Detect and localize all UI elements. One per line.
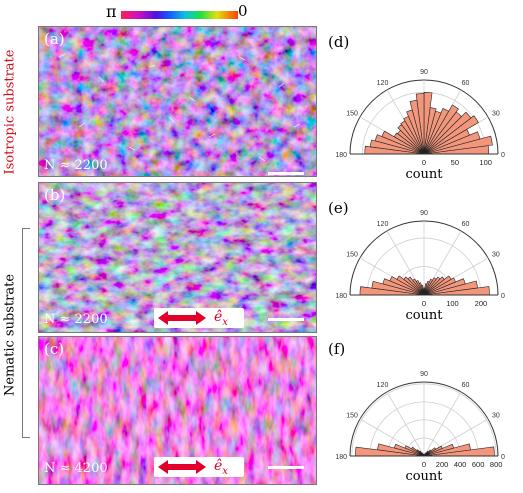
panel-b-scalebar: [268, 318, 304, 321]
panel-c-n-label: N ≈ 4200: [44, 461, 108, 476]
rose-bar: [423, 104, 459, 155]
panel-b-label: (b): [44, 186, 66, 204]
rose-bar: [423, 108, 450, 155]
angle-tick-label: 60: [462, 382, 470, 389]
grid-spoke: [386, 391, 425, 457]
panel-c-ex-label: êx: [214, 458, 228, 477]
angle-tick-label: 60: [462, 221, 470, 228]
panel-a-scalebar: [268, 172, 304, 175]
nematic-label-text: Nematic substrate: [2, 273, 18, 397]
isotropic-label: Isotropic substrate: [2, 32, 18, 192]
panel-b-n-label: N ≈ 2200: [44, 312, 108, 327]
radial-tick-label: 200: [475, 299, 488, 308]
angle-tick-label: 180: [335, 454, 347, 461]
rose-xlabel: count: [405, 308, 443, 323]
panel-b-texture: [39, 183, 316, 332]
colorbar-zero-label: 0: [238, 2, 248, 20]
panel-a-n-label: N ≈ 2200: [44, 158, 108, 173]
radial-tick-label: 800: [490, 460, 503, 469]
angle-tick-label: 180: [335, 152, 347, 159]
panel-a-texture: [39, 27, 316, 176]
radial-tick-label: 200: [436, 460, 449, 469]
isotropic-label-text: Isotropic substrate: [2, 49, 18, 175]
rose-panel-label: (e): [328, 199, 349, 217]
rose-bar: [423, 275, 452, 296]
angle-tick-label: 90: [420, 371, 428, 378]
rose-bar: [397, 124, 425, 155]
panel-b-ex-arrow: êx: [154, 308, 244, 328]
orientation-colorbar: [121, 11, 238, 19]
rose-bar: [423, 278, 433, 296]
rose-panel-label: (f): [328, 340, 345, 358]
radial-tick-label: 100: [446, 299, 459, 308]
angle-tick-label: 0: [501, 293, 505, 300]
rose-xlabel: count: [405, 167, 443, 182]
radial-tick-label: 0: [422, 299, 426, 308]
rose-xlabel: count: [405, 469, 443, 484]
radial-tick-label: 0: [422, 158, 426, 167]
panel-c-scalebar: [268, 466, 304, 469]
rose-bar: [423, 277, 437, 296]
angle-tick-label: 0: [501, 454, 505, 461]
nematic-bracket: [22, 228, 30, 438]
angle-tick-label: 150: [346, 111, 358, 118]
double-arrow-icon: [158, 311, 206, 325]
rose-chart-e-svg: 0 30 60 90 120 150 180 0 100 200 count (e): [328, 199, 505, 323]
angle-tick-label: 30: [492, 252, 500, 259]
panel-c-label: (c): [44, 340, 65, 358]
double-arrow-icon: [158, 460, 206, 474]
panel-a-label: (a): [44, 30, 65, 48]
rose-chart-f-svg: 0 30 60 90 120 150 180 0 200 400 600 800 count (f): [328, 340, 505, 484]
angle-tick-label: 180: [335, 293, 347, 300]
rose-chart-d-svg: 0 30 60 90 120 150 180 0 50 100 count (d): [328, 33, 505, 182]
rose-bar: [423, 283, 428, 296]
panel-a-image: [38, 26, 317, 177]
colorbar-pi-label: π: [106, 2, 117, 21]
angle-tick-label: 120: [377, 382, 389, 389]
radial-tick-label: 400: [454, 460, 467, 469]
angle-tick-label: 60: [462, 80, 470, 87]
angle-tick-label: 30: [492, 413, 500, 420]
angle-tick-label: 90: [420, 210, 428, 217]
panel-b-ex-label: êx: [214, 309, 228, 328]
rose-panel-label: (d): [328, 33, 349, 51]
nematic-label: Nematic substrate: [2, 230, 18, 440]
angle-tick-label: 120: [377, 80, 389, 87]
panel-b-image: [38, 182, 317, 333]
rose-chart-f: 0 30 60 90 120 150 180 0 200 400 600 800 count (f): [328, 339, 523, 489]
rose-bar: [400, 120, 425, 155]
rose-bar: [423, 111, 472, 155]
rose-chart-e: 0 30 60 90 120 150 180 0 100 200 count (e): [328, 198, 523, 348]
rose-chart-d: 0 30 60 90 120 150 180 0 50 100 count (d): [328, 32, 523, 182]
angle-tick-label: 120: [377, 221, 389, 228]
rose-bar: [423, 280, 430, 296]
angle-tick-label: 30: [492, 111, 500, 118]
angle-tick-label: 150: [346, 252, 358, 259]
rose-bar: [423, 115, 479, 155]
rose-bar: [423, 276, 441, 296]
radial-tick-label: 0: [422, 460, 426, 469]
radial-tick-label: 100: [479, 158, 492, 167]
angle-tick-label: 150: [346, 413, 358, 420]
panel-c-ex-arrow: êx: [154, 457, 244, 477]
angle-tick-label: 90: [420, 69, 428, 76]
rose-bar: [423, 92, 433, 155]
grid-spoke: [423, 391, 462, 457]
angle-tick-label: 0: [501, 152, 505, 159]
radial-tick-label: 50: [451, 158, 459, 167]
rose-bar: [423, 276, 445, 296]
radial-tick-label: 600: [472, 460, 485, 469]
